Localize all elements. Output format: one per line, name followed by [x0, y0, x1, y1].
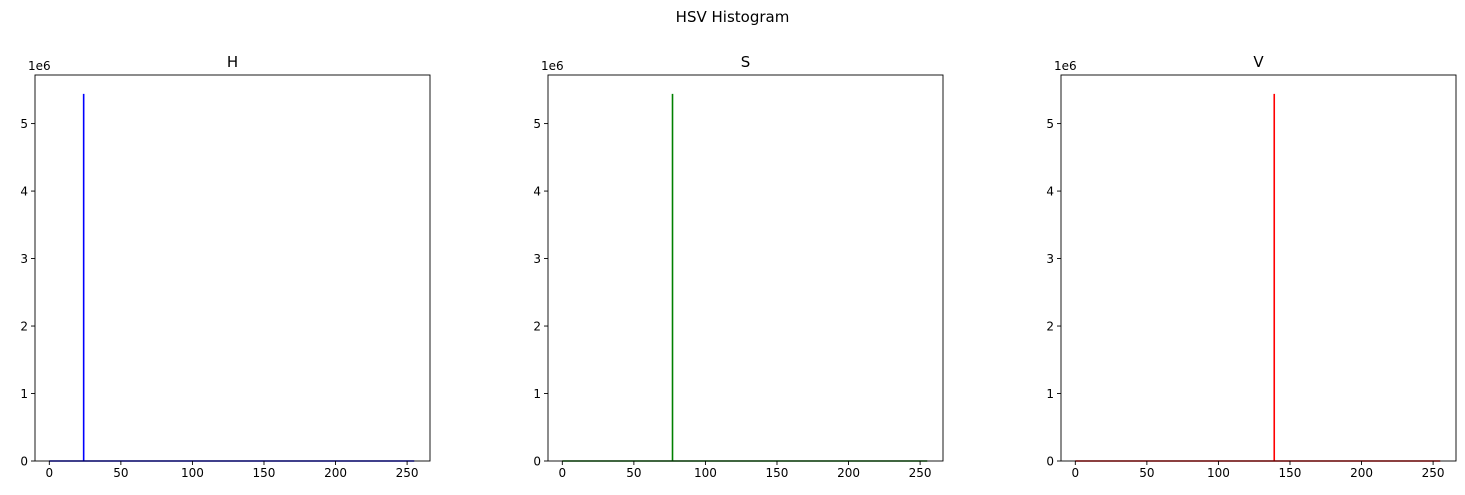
figure-title: HSV Histogram	[675, 8, 790, 26]
x-tick-label: 200	[1350, 466, 1373, 480]
x-tick-label: 150	[1279, 466, 1302, 480]
x-tick-label: 0	[558, 466, 566, 480]
x-tick-label: 250	[909, 466, 932, 480]
y-tick-label: 0	[20, 455, 28, 469]
y-tick-label: 4	[1046, 185, 1054, 199]
y-offset-label: 1e6	[541, 59, 564, 73]
x-tick-label: 200	[324, 466, 347, 480]
y-tick-label: 3	[20, 252, 28, 266]
subplot-v: 0 50 100 150 200 250 0 1 2 3 4 5 1e6 V	[1046, 53, 1457, 480]
subplot-title: H	[227, 53, 238, 71]
x-tick-label: 200	[837, 466, 860, 480]
y-tick-label: 3	[533, 252, 541, 266]
x-tick-label: 100	[1207, 466, 1230, 480]
y-tick-label: 5	[1046, 117, 1054, 131]
y-tick-label: 5	[533, 117, 541, 131]
x-tick-label: 0	[1071, 466, 1079, 480]
y-tick-label: 1	[533, 387, 541, 401]
x-tick-label: 0	[45, 466, 53, 480]
y-tick-label: 3	[1046, 252, 1054, 266]
subplot-s: 0 50 100 150 200 250 0 1 2 3 4 5 1e6 S	[533, 53, 944, 480]
y-offset-label: 1e6	[1054, 59, 1077, 73]
y-tick-label: 0	[533, 455, 541, 469]
series-line	[1075, 93, 1441, 462]
y-tick-label: 1	[20, 387, 28, 401]
x-tick-label: 50	[626, 466, 641, 480]
y-tick-label: 5	[20, 117, 28, 131]
y-tick-label: 4	[20, 185, 28, 199]
axes-frame	[1060, 74, 1457, 462]
y-tick-label: 2	[20, 320, 28, 334]
x-tick-label: 150	[766, 466, 789, 480]
subplot-title: S	[741, 53, 751, 71]
y-tick-label: 1	[1046, 387, 1054, 401]
y-offset-label: 1e6	[28, 59, 51, 73]
x-tick-label: 100	[694, 466, 717, 480]
x-tick-label: 50	[113, 466, 128, 480]
subplot-h: 0 50 100 150 200 250 0 1 2 3 4 5 1e6 H	[20, 53, 431, 480]
y-tick-label: 2	[533, 320, 541, 334]
series-line	[49, 93, 415, 462]
y-tick-label: 2	[1046, 320, 1054, 334]
subplot-title: V	[1253, 53, 1264, 71]
y-tick-label: 0	[1046, 455, 1054, 469]
y-tick-label: 4	[533, 185, 541, 199]
x-tick-label: 100	[181, 466, 204, 480]
axes-frame	[34, 74, 431, 462]
x-tick-label: 250	[1422, 466, 1445, 480]
axes-frame	[547, 74, 944, 462]
x-tick-label: 250	[396, 466, 419, 480]
x-tick-label: 50	[1139, 466, 1154, 480]
x-tick-label: 150	[253, 466, 276, 480]
series-line	[562, 93, 928, 462]
